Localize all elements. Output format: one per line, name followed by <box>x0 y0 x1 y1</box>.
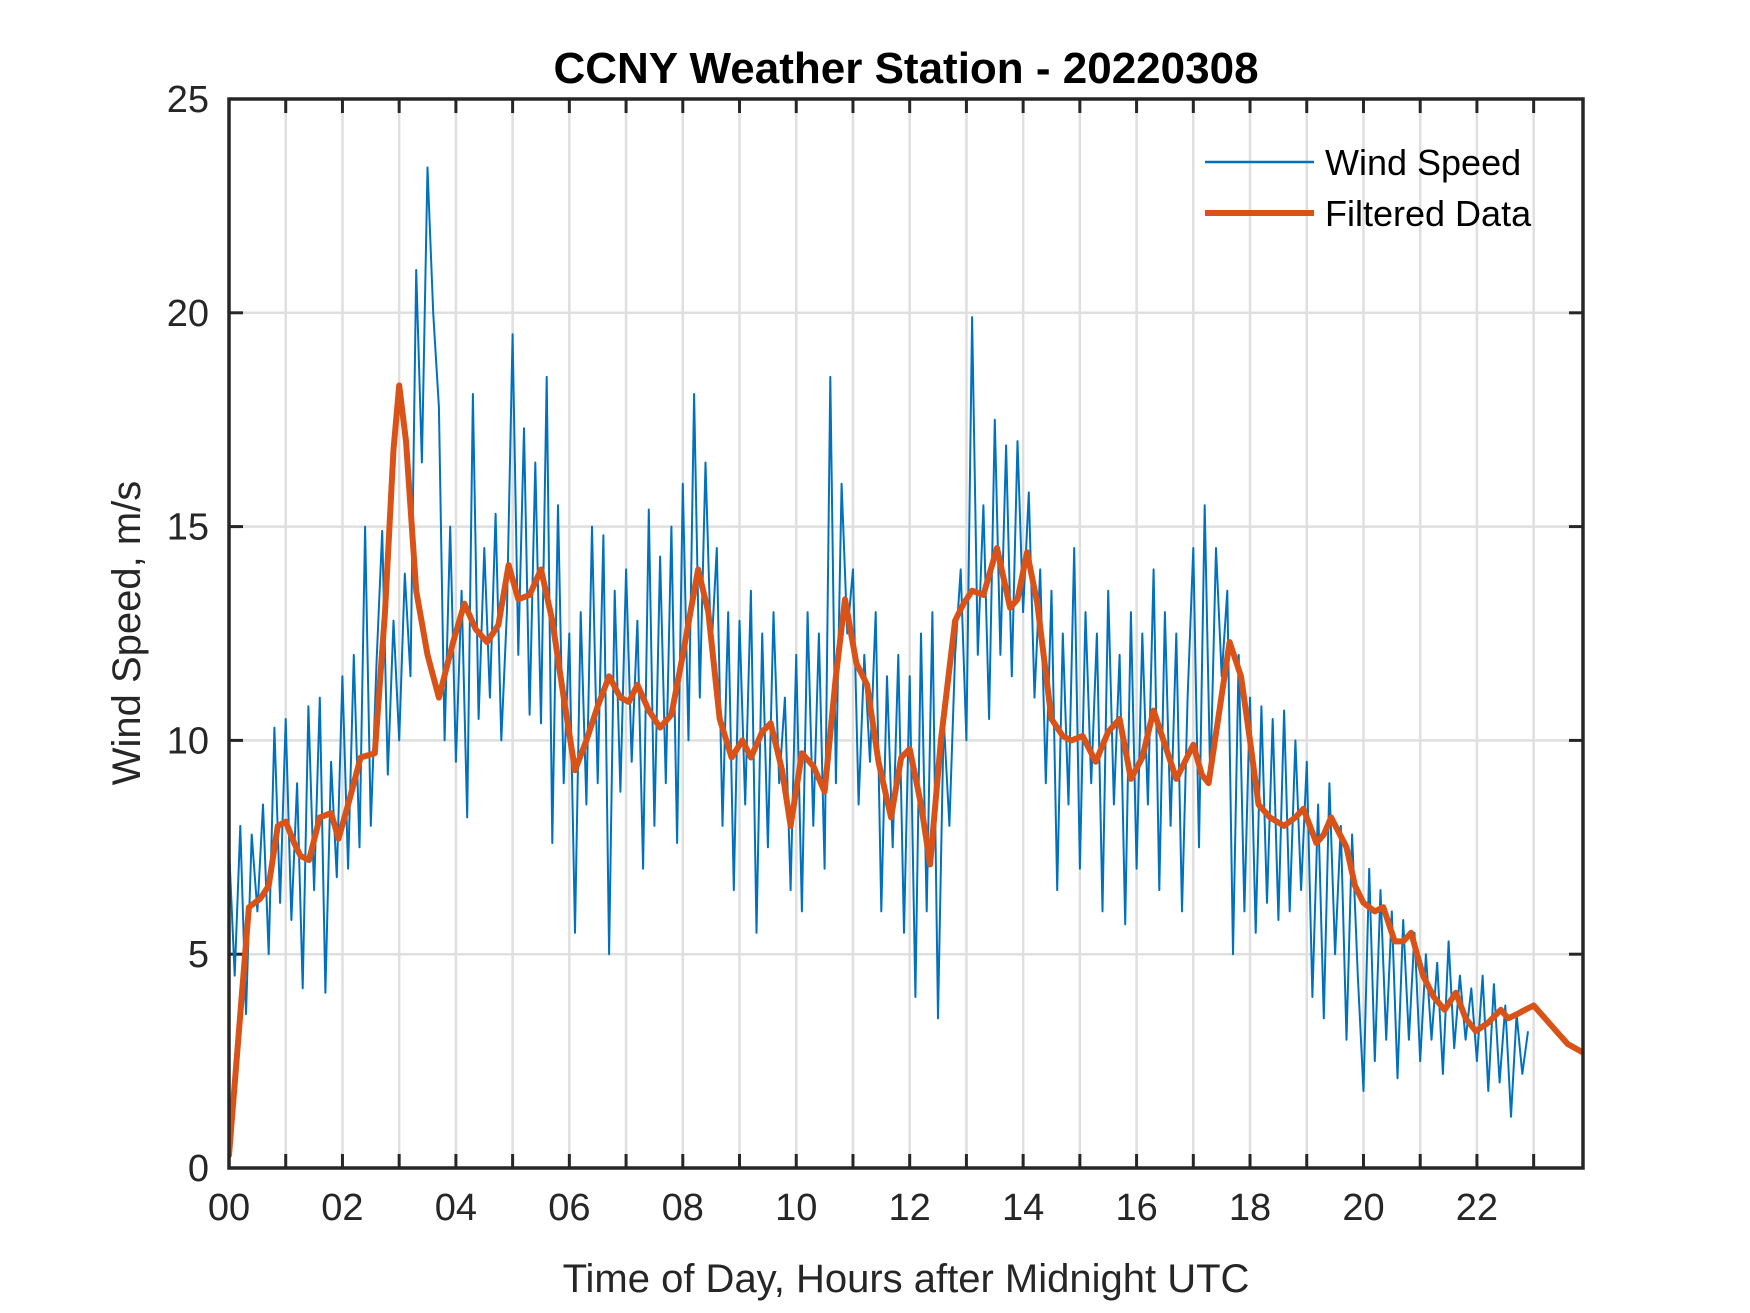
series-line-filtered-data <box>229 382 1583 1159</box>
y-tick-label: 10 <box>167 720 209 762</box>
x-tick-label: 22 <box>1456 1187 1498 1229</box>
x-tick-label: 00 <box>208 1187 250 1229</box>
series-layer <box>229 166 1583 1159</box>
x-tick-label: 10 <box>775 1187 817 1229</box>
x-tick-label: 18 <box>1229 1187 1271 1229</box>
x-tick-label: 20 <box>1342 1187 1384 1229</box>
y-tick-label: 25 <box>167 79 209 121</box>
x-tick-label: 16 <box>1115 1187 1157 1229</box>
y-tick-labels: 0 5 10 15 20 25 <box>167 79 209 1190</box>
x-tick-label: 04 <box>435 1187 477 1229</box>
y-axis-label: Wind Speed, m/s <box>105 481 149 786</box>
y-tick-label: 15 <box>167 507 209 549</box>
x-tick-label: 02 <box>321 1187 363 1229</box>
x-tick-label: 12 <box>889 1187 931 1229</box>
y-tick-label: 5 <box>188 934 209 976</box>
legend: Wind Speed Filtered Data <box>1205 142 1532 234</box>
chart-title: CCNY Weather Station - 20220308 <box>553 44 1258 93</box>
x-axis-label: Time of Day, Hours after Midnight UTC <box>563 1257 1250 1301</box>
x-tick-label: 14 <box>1002 1187 1044 1229</box>
x-tick-labels: 00 02 04 06 08 10 12 14 16 18 20 22 <box>208 1187 1498 1229</box>
x-tick-label: 08 <box>662 1187 704 1229</box>
legend-label-wind-speed: Wind Speed <box>1325 142 1521 183</box>
legend-label-filtered-data: Filtered Data <box>1325 193 1532 234</box>
y-tick-label: 20 <box>167 293 209 335</box>
axes-box <box>227 97 1585 1170</box>
y-tick-label: 0 <box>188 1148 209 1190</box>
x-tick-label: 06 <box>548 1187 590 1229</box>
